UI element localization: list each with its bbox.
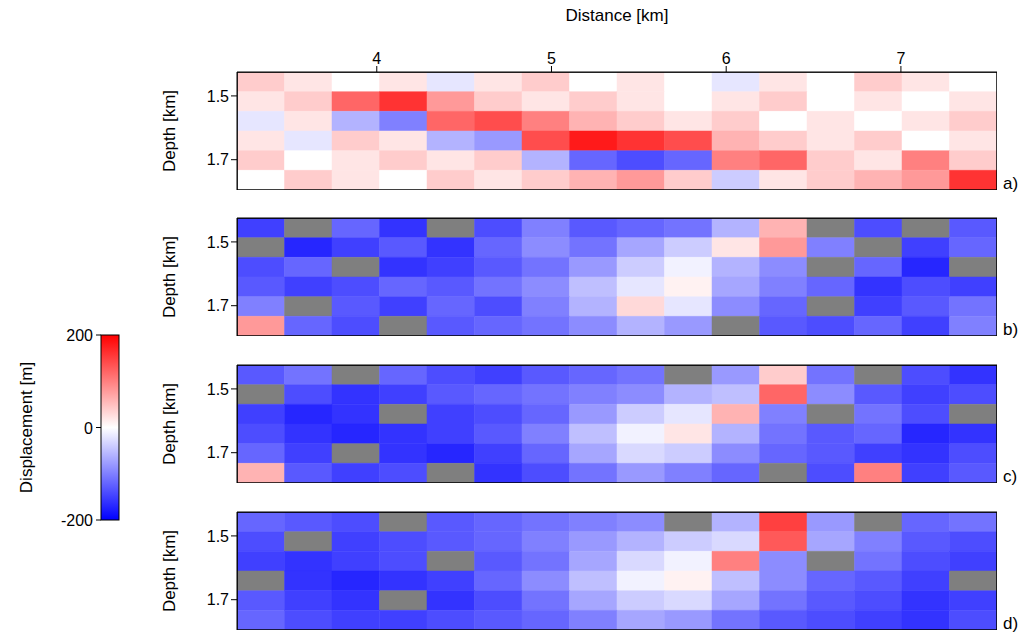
svg-text:Depth [km]: Depth [km] [160,90,179,172]
svg-text:1.7: 1.7 [207,297,229,314]
svg-text:0: 0 [84,420,93,437]
svg-text:1.5: 1.5 [207,528,229,545]
svg-text:5: 5 [547,50,556,67]
html-text:d): d) [1003,614,1019,633]
svg-text:6: 6 [722,50,731,67]
svg-text:1.5: 1.5 [207,234,229,251]
svg-text:1.7: 1.7 [207,151,229,168]
svg-text:Depth [km]: Depth [km] [160,383,179,465]
svg-text:-200: -200 [61,512,93,529]
svg-text:Depth [km]: Depth [km] [160,530,179,612]
svg-text:Displacement [m]: Displacement [m] [17,362,36,493]
svg-text:1.7: 1.7 [207,444,229,461]
html-text:c): c) [1003,467,1018,486]
html-text:b): b) [1003,320,1019,339]
html-text:Distance [km]: Distance [km] [565,6,669,25]
svg-text:7: 7 [896,50,905,67]
svg-text:1.5: 1.5 [207,88,229,105]
html-text:a): a) [1003,174,1019,193]
svg-text:Depth [km]: Depth [km] [160,236,179,318]
svg-text:200: 200 [66,327,93,344]
svg-text:1.7: 1.7 [207,591,229,608]
svg-text:1.5: 1.5 [207,381,229,398]
svg-text:4: 4 [372,50,381,67]
